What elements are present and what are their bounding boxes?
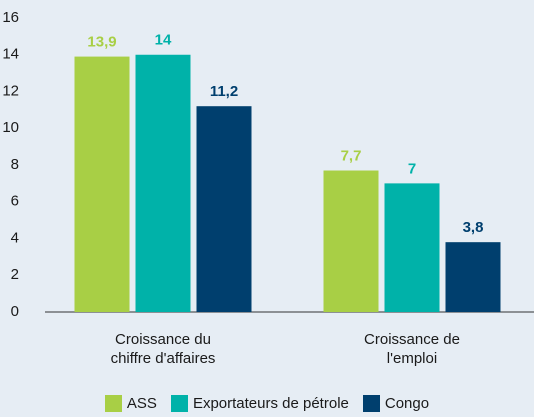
x-tick-label: Croissance de l'emploi bbox=[364, 331, 460, 367]
y-tick-label: 4 bbox=[11, 229, 19, 246]
y-tick-label: 6 bbox=[11, 193, 19, 210]
data-label: 13,9 bbox=[87, 34, 116, 51]
y-tick-label: 10 bbox=[2, 119, 19, 136]
legend-swatch bbox=[170, 395, 188, 412]
y-tick-label: 16 bbox=[2, 9, 19, 26]
legend-label: ASS bbox=[126, 395, 157, 412]
legend-label: Congo bbox=[384, 395, 430, 412]
data-label: 7,7 bbox=[341, 147, 362, 164]
y-tick-label: 12 bbox=[2, 82, 19, 99]
data-label: 3,8 bbox=[463, 219, 484, 236]
legend: ASS Exportateurs de pétrole Congo bbox=[0, 395, 534, 412]
bar bbox=[135, 54, 191, 312]
bar bbox=[445, 242, 501, 312]
bar bbox=[384, 183, 440, 312]
bar bbox=[196, 106, 252, 312]
legend-swatch bbox=[362, 395, 380, 412]
data-label: 11,2 bbox=[210, 83, 238, 100]
y-tick-label: 0 bbox=[11, 303, 19, 320]
bar bbox=[323, 170, 379, 312]
legend-label: Exportateurs de pétrole bbox=[192, 395, 349, 412]
legend-swatch bbox=[104, 395, 122, 412]
legend-item: Exportateurs de pétrole bbox=[170, 395, 349, 412]
y-tick-label: 8 bbox=[11, 156, 19, 173]
data-label: 14 bbox=[155, 32, 172, 49]
legend-item: Congo bbox=[362, 395, 430, 412]
y-tick-label: 14 bbox=[2, 46, 19, 63]
data-label: 7 bbox=[408, 160, 416, 177]
y-tick-label: 2 bbox=[11, 266, 19, 283]
x-tick-label: Croissance du chiffre d'affaires bbox=[110, 331, 216, 367]
legend-item: ASS bbox=[104, 395, 157, 412]
bar bbox=[74, 56, 130, 313]
